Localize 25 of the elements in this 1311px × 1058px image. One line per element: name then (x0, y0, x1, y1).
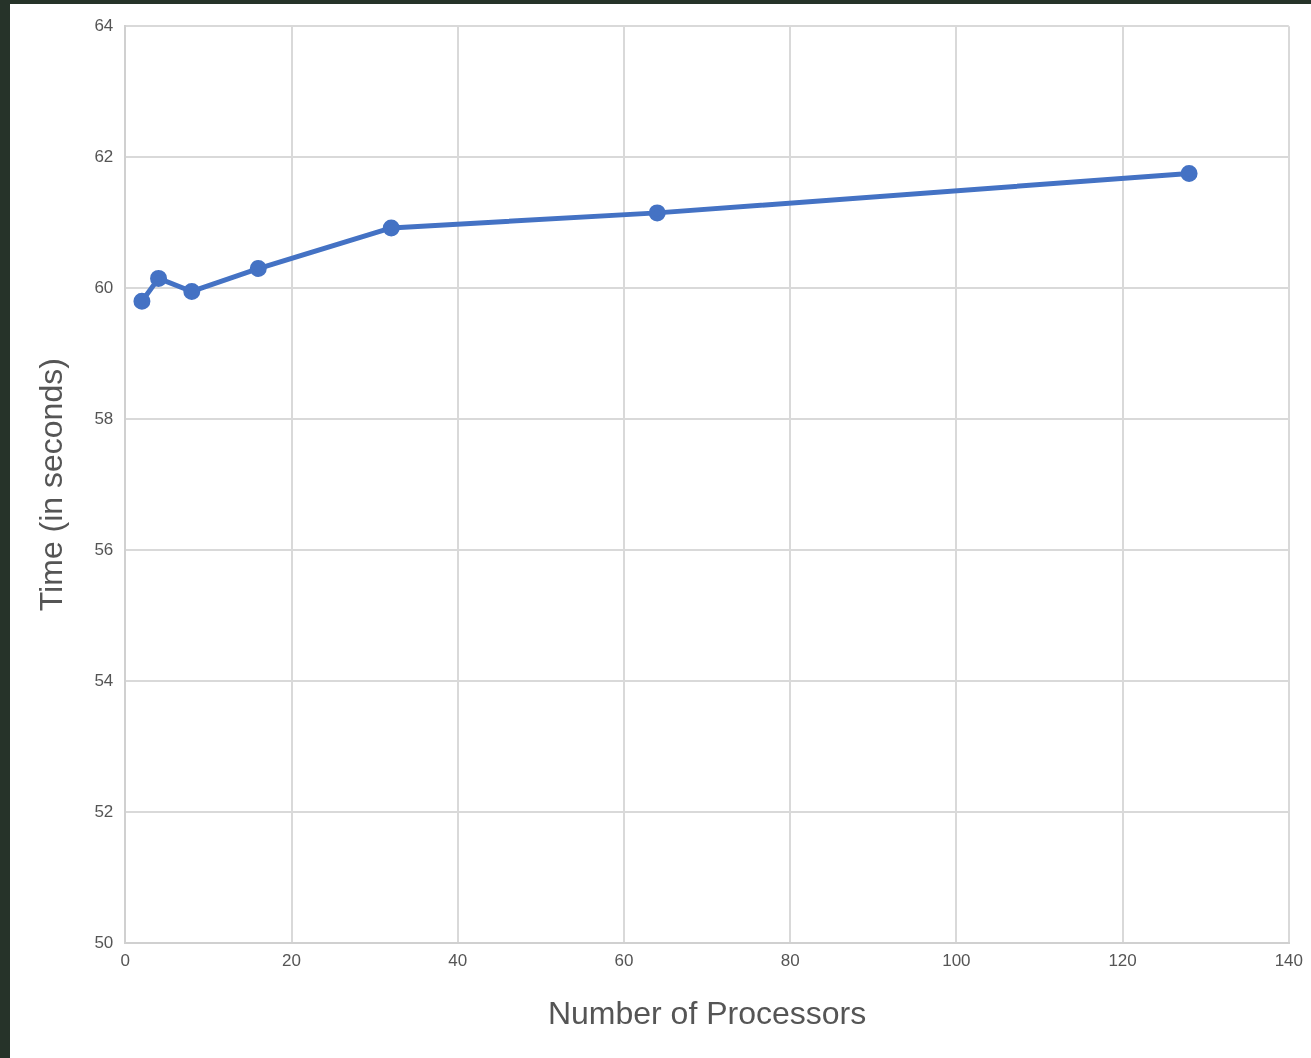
x-tick-label: 20 (282, 951, 301, 971)
x-tick-label: 60 (614, 951, 634, 971)
point (249, 260, 267, 278)
x-tick-label: 140 (1274, 951, 1304, 971)
point (150, 269, 168, 287)
y-tick-label: 52 (94, 801, 114, 821)
y-tick-label: 64 (94, 15, 114, 35)
x-tick-label: 40 (448, 951, 468, 971)
point (1180, 165, 1198, 183)
x-tick-label: 80 (780, 951, 800, 971)
y-tick-label: 62 (94, 146, 114, 166)
point (133, 292, 151, 310)
x-tick-label: 100 (942, 951, 971, 971)
point (382, 219, 400, 237)
point (183, 282, 201, 300)
x-axis-title: Number of Processors (547, 994, 867, 1031)
y-tick-label: 56 (94, 539, 114, 559)
point (648, 204, 666, 222)
x-tick-label: 0 (120, 951, 131, 971)
y-tick-label: 58 (94, 408, 114, 428)
y-tick-label: 50 (94, 932, 114, 952)
y-tick-label: 60 (94, 277, 114, 297)
y-tick-label: 54 (94, 670, 114, 690)
y-axis-title: Time (in seconds) (33, 358, 70, 612)
x-tick-label: 120 (1108, 951, 1137, 971)
